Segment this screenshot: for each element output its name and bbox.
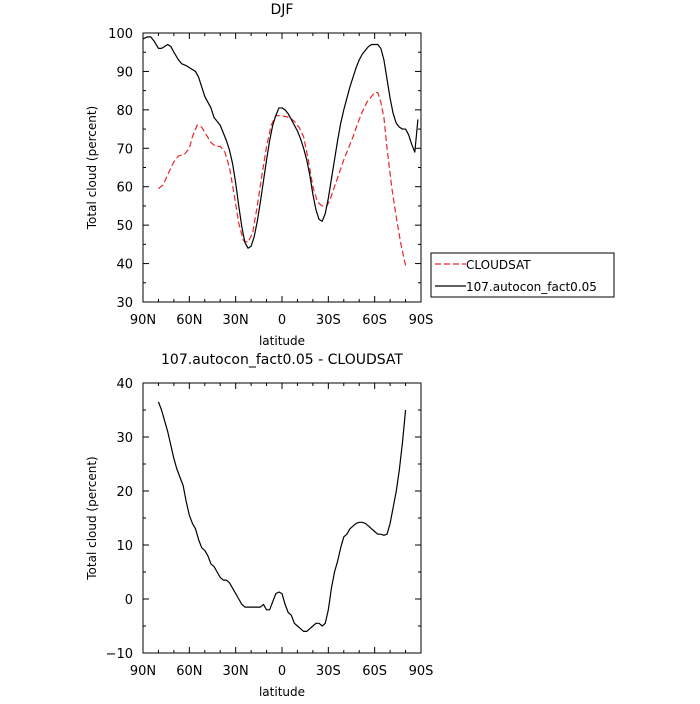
- y-tick-label: 30: [116, 296, 133, 311]
- y-axis-label: Total cloud (percent): [85, 456, 99, 580]
- x-tick-label: 60N: [176, 664, 202, 679]
- panel-2: [142, 382, 422, 654]
- x-tick-label: 30N: [223, 313, 249, 328]
- legend-box: [430, 252, 615, 298]
- y-tick-label: 70: [116, 142, 133, 157]
- series-line-cloudsat: [158, 91, 407, 266]
- y-tick-label: 10: [116, 539, 133, 554]
- y-tick-label: 80: [116, 104, 133, 119]
- x-tick-label: 90N: [130, 664, 156, 679]
- y-tick-label: 40: [116, 258, 133, 273]
- y-tick-label: 20: [116, 485, 133, 500]
- y-tick-label: 90: [116, 65, 133, 80]
- plot-frame: [142, 32, 422, 303]
- y-tick-label: 60: [116, 181, 133, 196]
- series-line-107-autocon-fact0-05: [142, 36, 419, 249]
- chart-title: 107.autocon_fact0.05 - CLOUDSAT: [161, 352, 403, 368]
- x-tick-label: 30S: [316, 313, 341, 328]
- x-tick-label: 90N: [130, 313, 156, 328]
- y-tick-label: −10: [106, 647, 133, 662]
- x-tick-label: 30N: [223, 664, 249, 679]
- x-axis-label: latitude: [259, 334, 305, 348]
- x-tick-label: 0: [278, 664, 286, 679]
- series-line-difference: [157, 401, 407, 632]
- y-axis-label: Total cloud (percent): [85, 106, 99, 230]
- y-tick-label: 30: [116, 431, 133, 446]
- panel-1: [142, 32, 615, 303]
- x-tick-label: 0: [278, 313, 286, 328]
- x-tick-label: 60S: [362, 313, 387, 328]
- x-tick-label: 60S: [362, 664, 387, 679]
- x-tick-label: 60N: [176, 313, 202, 328]
- y-tick-label: 40: [116, 377, 133, 392]
- x-axis-label: latitude: [259, 685, 305, 699]
- y-tick-label: 50: [116, 219, 133, 234]
- x-tick-label: 30S: [316, 664, 341, 679]
- legend-label: CLOUDSAT: [466, 258, 531, 272]
- x-tick-label: 90S: [409, 664, 434, 679]
- y-tick-label: 100: [108, 27, 133, 42]
- x-tick-label: 90S: [409, 313, 434, 328]
- chart-title: DJF: [271, 2, 294, 18]
- legend-label: 107.autocon_fact0.05: [466, 280, 597, 294]
- y-tick-label: 0: [125, 593, 133, 608]
- plot-frame: [142, 382, 422, 654]
